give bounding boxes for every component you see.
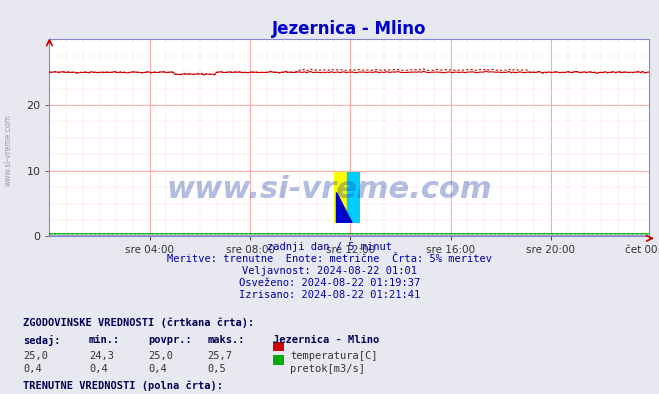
- Text: sedaj:: sedaj:: [23, 335, 61, 346]
- Text: 25,7: 25,7: [208, 351, 233, 361]
- Text: 0,4: 0,4: [89, 364, 107, 374]
- Text: 25,0: 25,0: [148, 351, 173, 361]
- Text: Veljavnost: 2024-08-22 01:01: Veljavnost: 2024-08-22 01:01: [242, 266, 417, 276]
- Text: pretok[m3/s]: pretok[m3/s]: [290, 364, 365, 374]
- Bar: [334, 172, 347, 223]
- Text: 0,4: 0,4: [148, 364, 167, 374]
- Text: min.:: min.:: [89, 335, 120, 345]
- Text: www.si-vreme.com: www.si-vreme.com: [167, 175, 492, 204]
- Text: Izrisano: 2024-08-22 01:21:41: Izrisano: 2024-08-22 01:21:41: [239, 290, 420, 299]
- Text: Meritve: trenutne  Enote: metrične  Črta: 5% meritev: Meritve: trenutne Enote: metrične Črta: …: [167, 254, 492, 264]
- Text: 0,5: 0,5: [208, 364, 226, 374]
- Text: temperatura[C]: temperatura[C]: [290, 351, 378, 361]
- Text: 25,0: 25,0: [23, 351, 48, 361]
- Text: 0,4: 0,4: [23, 364, 42, 374]
- Text: zadnji dan / 5 minut: zadnji dan / 5 minut: [267, 242, 392, 252]
- Text: Osveženo: 2024-08-22 01:19:37: Osveženo: 2024-08-22 01:19:37: [239, 278, 420, 288]
- Text: ZGODOVINSKE VREDNOSTI (črtkana črta):: ZGODOVINSKE VREDNOSTI (črtkana črta):: [23, 317, 254, 328]
- Text: 24,3: 24,3: [89, 351, 114, 361]
- Text: TRENUTNE VREDNOSTI (polna črta):: TRENUTNE VREDNOSTI (polna črta):: [23, 380, 223, 391]
- Text: www.si-vreme.com: www.si-vreme.com: [3, 114, 13, 186]
- Text: maks.:: maks.:: [208, 335, 245, 345]
- Title: Jezernica - Mlino: Jezernica - Mlino: [272, 20, 426, 38]
- Text: Jezernica - Mlino: Jezernica - Mlino: [273, 335, 380, 345]
- Text: povpr.:: povpr.:: [148, 335, 192, 345]
- Bar: [347, 172, 360, 223]
- Polygon shape: [337, 193, 353, 223]
